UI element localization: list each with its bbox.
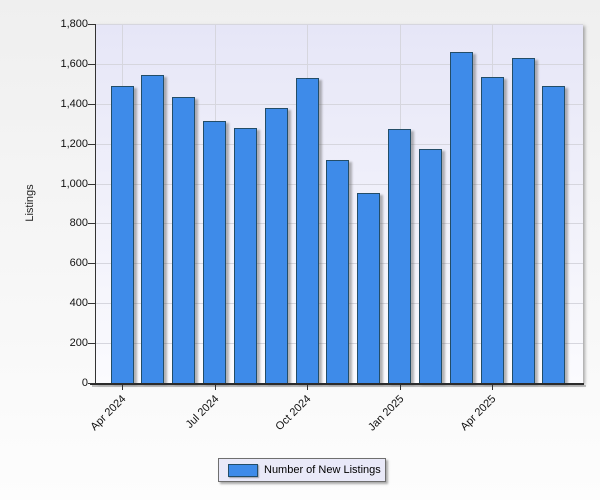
y-axis-tick — [88, 63, 95, 65]
bar-may-2025 — [511, 58, 535, 383]
y-axis-tick — [88, 343, 95, 345]
y-tick-label: 600 — [69, 257, 88, 270]
bar-apr-2024 — [110, 86, 134, 383]
bar-apr-2025 — [480, 77, 504, 383]
y-tick-label: 800 — [69, 217, 88, 230]
y-tick-label: 200 — [69, 337, 88, 350]
bar-jun-2025 — [542, 86, 566, 383]
bar-dec-2024 — [357, 193, 381, 383]
legend-swatch-icon — [228, 463, 258, 477]
y-axis-tick — [88, 24, 95, 25]
bar-nov-2024 — [326, 160, 350, 383]
bar-jul-2024 — [203, 121, 227, 383]
legend: Number of New Listings — [218, 458, 386, 482]
bar-jan-2025 — [388, 129, 412, 383]
y-tick-label: 1,200 — [60, 137, 88, 150]
bar-sep-2024 — [264, 108, 288, 383]
y-axis-tick — [88, 383, 95, 384]
x-tick-label: Apr 2025 — [458, 393, 499, 434]
x-axis-tick — [214, 385, 216, 390]
bar-oct-2024 — [295, 78, 319, 383]
y-tick-label: 0 — [81, 377, 88, 389]
x-axis-tick — [307, 385, 309, 390]
x-axis-line — [90, 383, 584, 385]
h-gridline — [96, 143, 583, 145]
h-gridline — [96, 63, 583, 65]
x-axis-tick — [492, 385, 494, 390]
y-axis-tick — [88, 303, 95, 305]
y-tick-label: 1,000 — [60, 177, 88, 190]
y-tick-label: 1,400 — [60, 97, 88, 110]
x-tick-label: Jan 2025 — [365, 393, 407, 434]
y-axis-tick — [88, 183, 95, 185]
x-tick-label: Apr 2024 — [88, 393, 129, 434]
x-axis-tick — [122, 385, 123, 390]
y-axis-tick — [88, 263, 95, 265]
y-tick-label: 1,800 — [60, 18, 88, 30]
y-axis-tick — [88, 223, 95, 225]
bar-feb-2025 — [419, 149, 442, 383]
bar-mar-2025 — [449, 52, 473, 383]
y-tick-label: 1,600 — [60, 57, 88, 70]
x-tick-label: Oct 2024 — [273, 393, 314, 434]
x-axis-tick — [399, 385, 401, 390]
bar-may-2024 — [141, 75, 165, 383]
y-tick-label: 400 — [69, 297, 88, 310]
y-axis-tick — [88, 143, 95, 145]
plot-area — [96, 24, 583, 383]
bar-jun-2024 — [172, 97, 196, 383]
x-axis-shadow — [92, 385, 586, 387]
h-gridline — [96, 103, 583, 105]
y-axis-line — [95, 24, 96, 384]
x-tick-label: Jul 2024 — [183, 393, 222, 431]
h-gridline — [96, 24, 583, 25]
bar-aug-2024 — [233, 128, 257, 383]
legend-label: Number of New Listings — [264, 464, 381, 476]
y-axis-tick — [88, 103, 95, 105]
